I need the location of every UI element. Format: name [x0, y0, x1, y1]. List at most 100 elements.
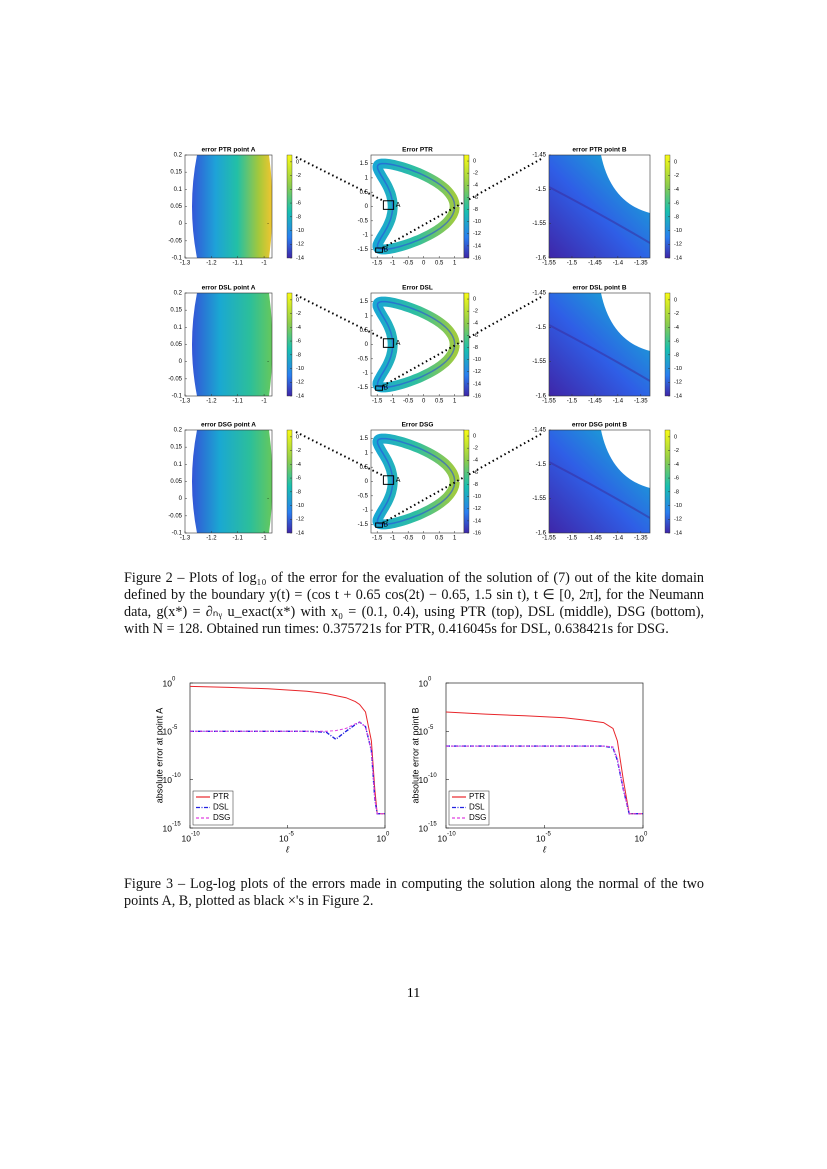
- x-tick-label: -1.55: [542, 536, 556, 542]
- marker-label: B: [383, 521, 388, 528]
- x-tick-label: -1.3: [180, 399, 191, 405]
- colorbar-tick-label: -2: [674, 173, 679, 179]
- panel-title: error DSG point A: [201, 422, 256, 429]
- panel-title: error DSG point B: [572, 422, 628, 429]
- y-tick-label: 1: [365, 450, 369, 456]
- series-line: [446, 745, 643, 815]
- panel: error PTR point B -1.55 -1.5 -1.45 -1.4 -1.35…: [532, 147, 682, 267]
- panel: · error DSG point A -1.3 -1.2 -1.1 -1 -0.1 -0.0…: [168, 422, 304, 542]
- x-tick-label: -0.5: [403, 261, 414, 267]
- y-tick-label: -0.5: [358, 493, 369, 499]
- x-tick-label: -1.2: [206, 399, 217, 405]
- colorbar-tick-label: -6: [296, 476, 301, 482]
- kite-inner: [376, 437, 456, 526]
- x-tick-label: 10: [377, 833, 387, 843]
- colorbar-tick-label: 0: [296, 297, 299, 303]
- marker-label: B: [383, 246, 388, 253]
- y-tick-label: 0.05: [170, 479, 182, 485]
- colorbar-tick-label: -12: [473, 369, 481, 375]
- panel-title: Error DSL: [402, 285, 433, 292]
- x-tick-label: 1: [453, 536, 457, 542]
- x-tick-exponent: 0: [386, 832, 390, 838]
- x-tick-label: -1.5: [567, 399, 578, 405]
- y-axis-label: absolute error at point A: [154, 708, 164, 804]
- y-tick-exponent: 0: [428, 677, 432, 683]
- x-tick-label: 0.5: [435, 536, 444, 542]
- kite-inner: [376, 162, 456, 251]
- point-marker: ·: [267, 496, 269, 503]
- y-tick-label: -0.1: [172, 256, 183, 262]
- y-tick-label: 0.2: [174, 153, 183, 159]
- y-tick-label: -1.5: [536, 325, 547, 331]
- y-tick-label: 0.5: [360, 190, 369, 196]
- y-tick-label: 10: [419, 678, 429, 688]
- marker-label: B: [383, 384, 388, 391]
- colorbar-tick-label: -4: [296, 325, 301, 331]
- y-tick-label: -1.45: [532, 153, 546, 159]
- y-tick-label: 10: [419, 823, 429, 833]
- y-tick-exponent: -10: [172, 773, 181, 779]
- colorbar-tick-label: -4: [296, 187, 301, 193]
- panel: · error PTR point A -1.3 -1.2 -1.1 -1 -0.1 -0.0…: [168, 147, 304, 267]
- y-tick-label: -0.5: [358, 218, 369, 224]
- y-tick-label: -1.55: [532, 221, 546, 227]
- y-tick-label: 10: [163, 775, 173, 785]
- y-tick-label: 1: [365, 175, 369, 181]
- panel-title: error DSL point A: [202, 285, 256, 292]
- panel: A B Error DSG -1.5 -1 -0.5 0 0.5 1 -1.5 -1 -0.5 0 0.5…: [295, 422, 542, 542]
- x-tick-label: -1: [390, 261, 396, 267]
- colorbar-tick-label: -12: [296, 380, 304, 386]
- kite-inner: [376, 300, 456, 389]
- y-tick-label: 1.5: [360, 299, 369, 305]
- panel-title: error DSL point B: [572, 285, 626, 292]
- heatmap: [185, 155, 272, 258]
- point-marker: ·: [267, 221, 269, 228]
- colorbar-tick-label: -4: [473, 458, 478, 464]
- point-marker: ·: [267, 359, 269, 366]
- zoom-link: [381, 158, 542, 249]
- x-tick-label: 10: [279, 833, 289, 843]
- y-tick-exponent: 0: [172, 677, 176, 683]
- heatmap-blank: [185, 293, 197, 396]
- y-tick-label: 0.15: [170, 308, 182, 314]
- y-tick-label: 0.2: [174, 291, 183, 297]
- kite: [372, 296, 460, 393]
- x-tick-label: -1.4: [613, 399, 624, 405]
- x-tick-label: 10: [536, 833, 546, 843]
- colorbar-tick-label: -10: [296, 366, 304, 372]
- x-tick-label: -1.1: [233, 261, 244, 267]
- marker-label: A: [396, 340, 401, 347]
- y-tick-exponent: -15: [428, 822, 437, 828]
- colorbar-tick-label: -6: [296, 201, 301, 207]
- colorbar-tick-label: -2: [473, 309, 478, 315]
- x-tick-exponent: -10: [447, 832, 456, 838]
- heatmap-blank: [601, 430, 650, 488]
- y-tick-label: -0.05: [168, 238, 182, 244]
- colorbar-tick-label: -12: [674, 517, 682, 523]
- y-tick-label: -1.45: [532, 291, 546, 297]
- panel: error DSG point B -1.55 -1.5 -1.45 -1.4 -1.35…: [532, 422, 682, 542]
- y-tick-label: 0.5: [360, 328, 369, 334]
- colorbar-tick-label: -16: [473, 393, 481, 399]
- zoom-link: [381, 433, 542, 524]
- colorbar-tick-label: -10: [674, 503, 682, 509]
- colorbar-tick-label: -8: [473, 207, 478, 213]
- panel-title: Error DSG: [402, 422, 434, 429]
- colorbar-tick-label: -14: [674, 255, 682, 261]
- colorbar-tick-label: -4: [674, 325, 679, 331]
- panel: A B Error PTR -1.5 -1 -0.5 0 0.5 1 -1.5 -1 -0.5 0 0.5…: [295, 147, 542, 267]
- colorbar-tick-label: -2: [674, 311, 679, 317]
- x-tick-label: -1.4: [613, 536, 624, 542]
- x-tick-label: -1.55: [542, 261, 556, 267]
- y-tick-label: -1: [363, 233, 369, 239]
- y-tick-exponent: -5: [172, 725, 178, 731]
- colorbar-tick-label: -16: [473, 530, 481, 536]
- colorbar-tick-label: -8: [674, 489, 679, 495]
- colorbar: [664, 292, 671, 397]
- heatmap: [372, 433, 460, 530]
- colorbar-tick-label: 0: [296, 434, 299, 440]
- zoom-box: [382, 475, 395, 485]
- y-tick-label: -0.05: [168, 376, 182, 382]
